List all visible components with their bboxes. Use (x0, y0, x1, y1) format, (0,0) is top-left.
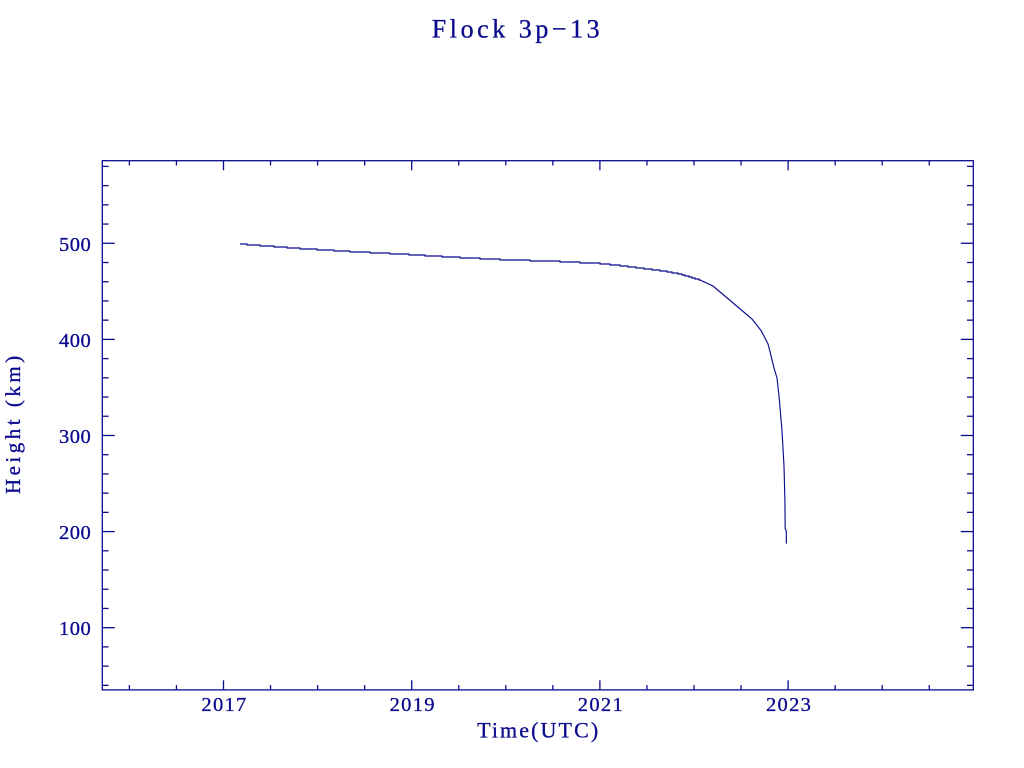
svg-text:Height (km): Height (km) (1, 352, 25, 494)
svg-text:2017: 2017 (201, 694, 247, 716)
svg-text:2023: 2023 (766, 694, 812, 716)
svg-text:200: 200 (59, 522, 91, 544)
svg-text:400: 400 (59, 330, 91, 352)
svg-text:300: 300 (59, 426, 91, 448)
svg-text:Flock 3p−13: Flock 3p−13 (432, 14, 603, 43)
svg-text:2019: 2019 (390, 694, 436, 716)
svg-text:Time(UTC): Time(UTC) (477, 717, 600, 742)
svg-text:100: 100 (59, 618, 91, 640)
svg-text:500: 500 (59, 234, 91, 256)
svg-text:2021: 2021 (578, 694, 624, 716)
